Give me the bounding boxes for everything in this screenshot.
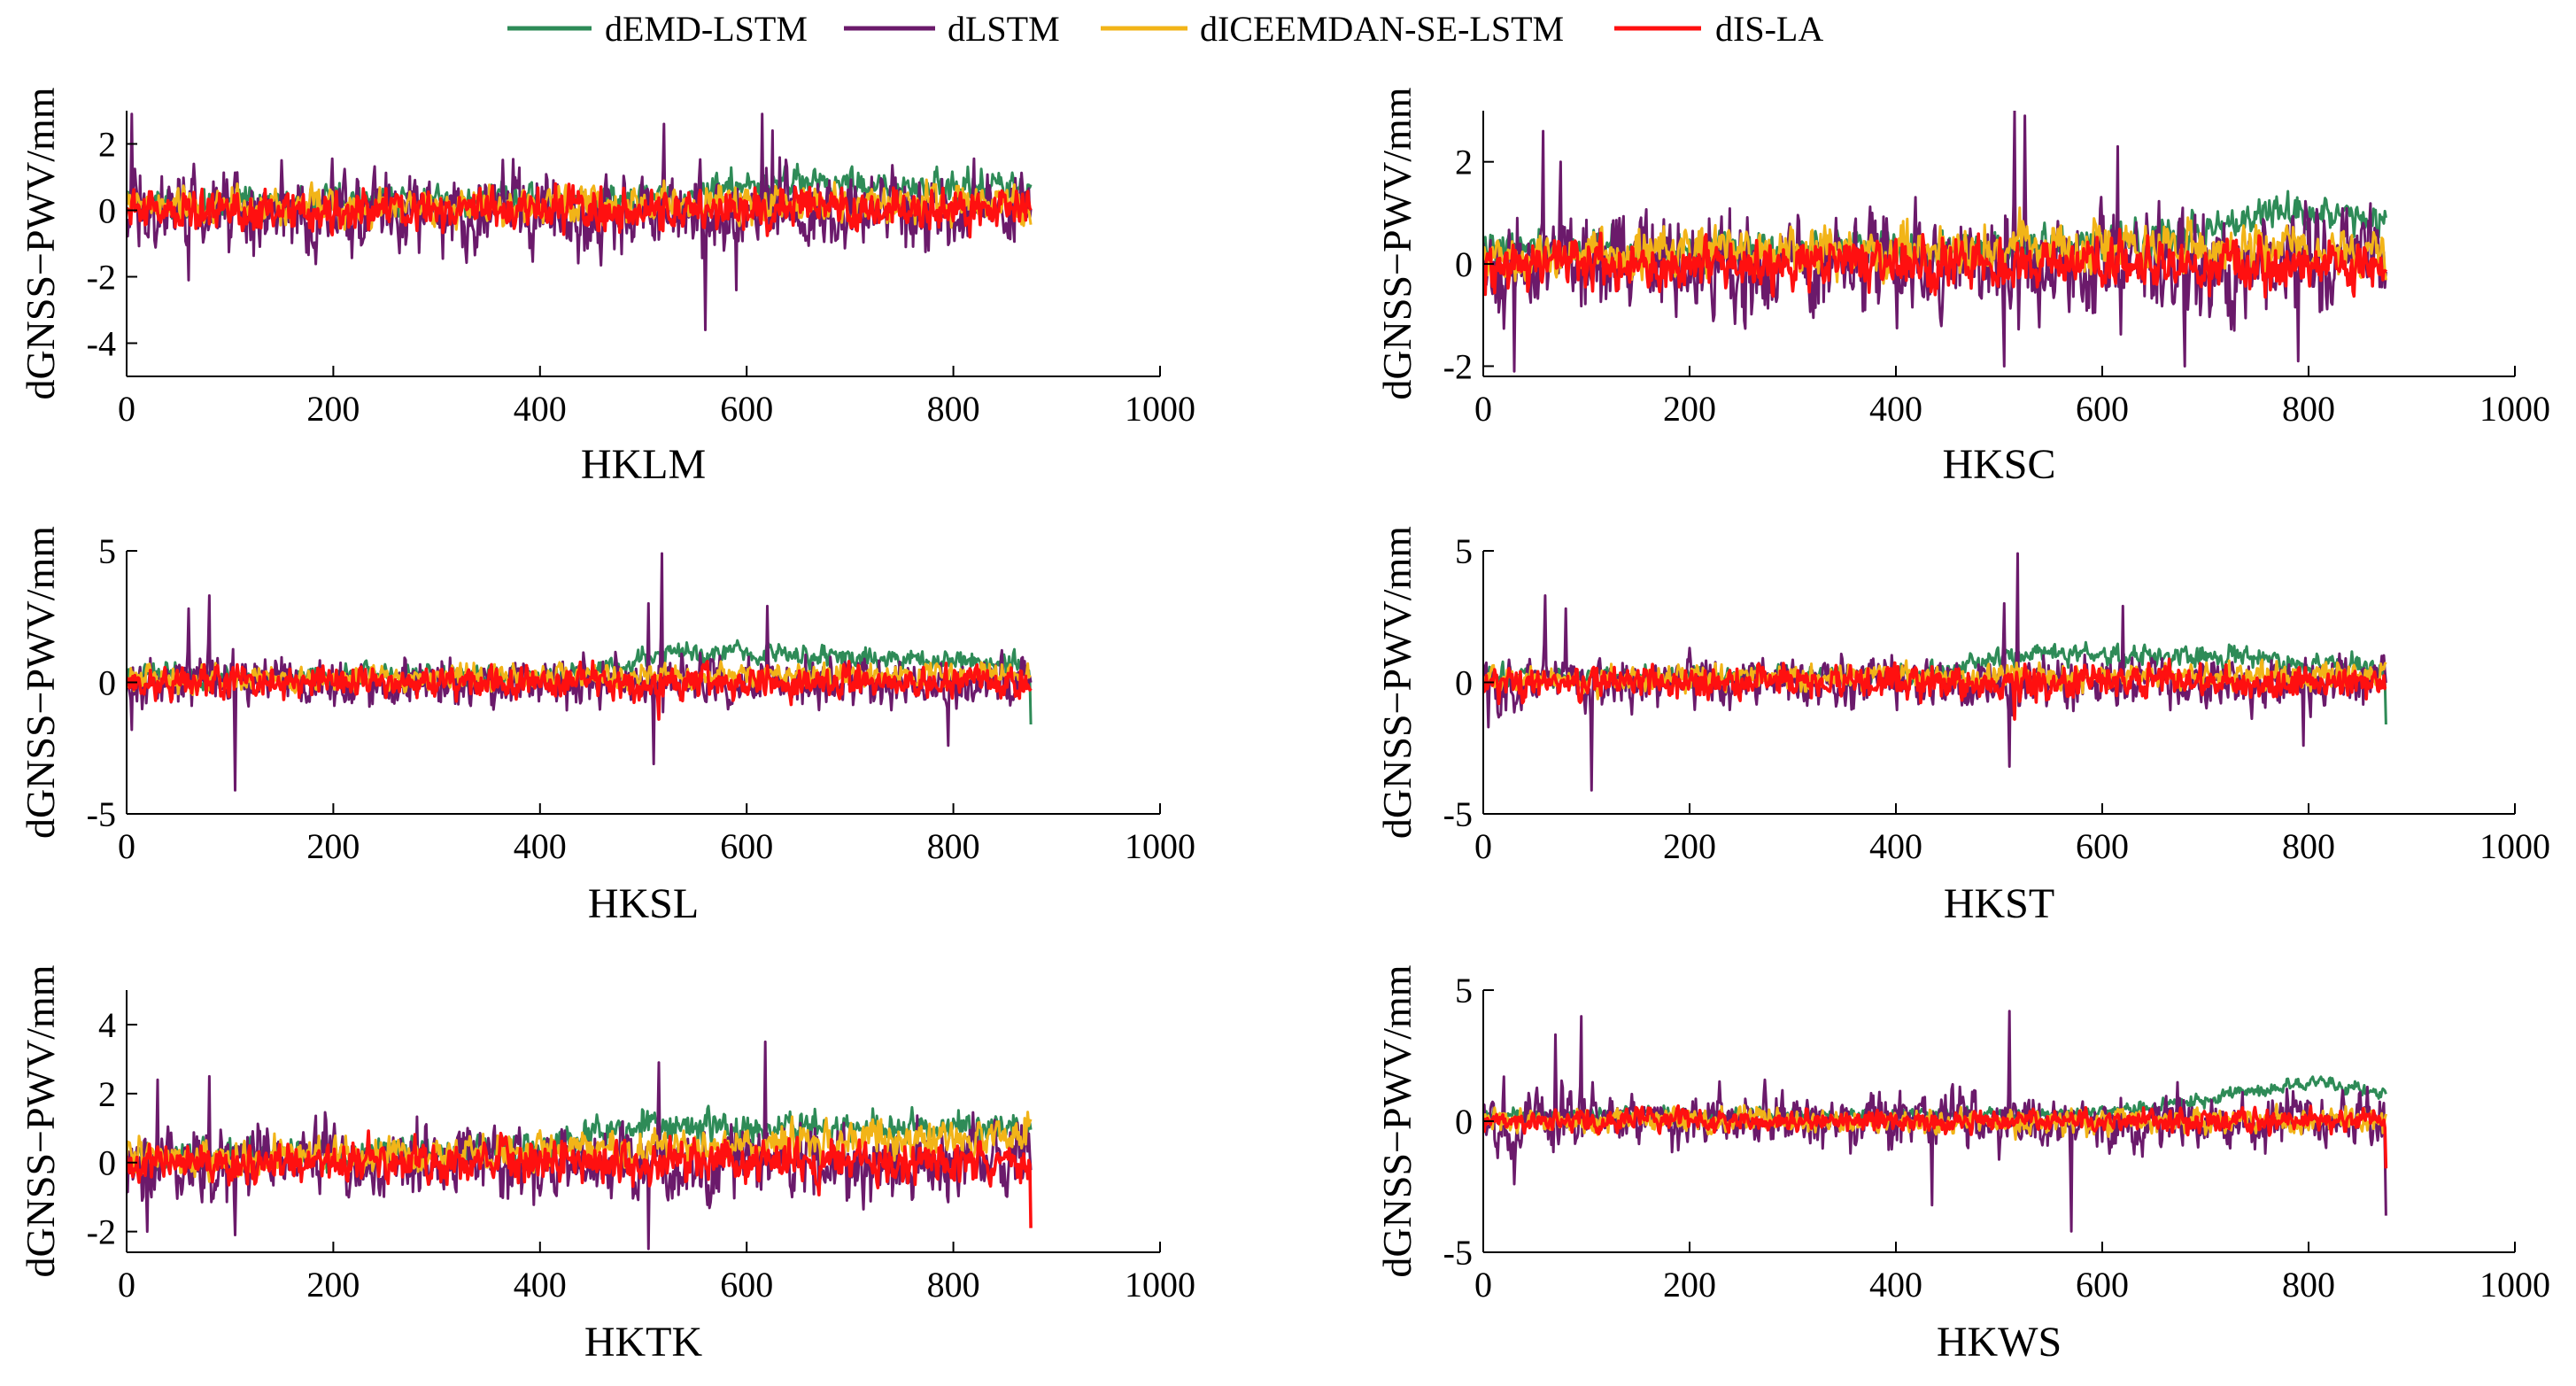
panels: 0 200 400 600 800 1000-4-202dGNSS−PWV/mmHKLM0…	[18, 87, 2550, 1366]
y-tick-label: 4	[98, 1005, 116, 1045]
plot-area-hklm	[127, 112, 1033, 331]
y-tick-label: 0	[98, 663, 116, 703]
legend-item-dis-la: dIS-LA	[1614, 9, 1823, 49]
y-axis-title: dGNSS−PWV/mm	[18, 87, 63, 399]
x-tick-label: 0	[118, 389, 135, 429]
y-tick-label: -2	[87, 258, 116, 298]
y-tick-label: 2	[98, 1074, 116, 1114]
x-tick-label: 1000	[1125, 389, 1195, 429]
y-tick-label: -2	[87, 1212, 116, 1252]
x-tick-label: 600	[2076, 826, 2129, 866]
y-tick-label: 5	[98, 531, 116, 571]
series-line-dis-la	[1483, 1103, 2388, 1169]
legend-item-diceemdan-se-lstm: dICEEMDAN-SE-LSTM	[1101, 9, 1564, 49]
legend-item-demd-lstm: dEMD-LSTM	[507, 9, 808, 49]
y-tick-label: -5	[1443, 1233, 1473, 1273]
legend-label-demd-lstm: dEMD-LSTM	[605, 9, 808, 49]
y-tick-label: -2	[1443, 346, 1473, 386]
x-tick-label: 600	[720, 1265, 773, 1305]
panel-title: HKLM	[581, 441, 706, 488]
x-tick-label: 400	[1869, 826, 1922, 866]
y-axis-title: dGNSS−PWV/mm	[18, 526, 63, 839]
x-tick-label: 200	[1663, 1265, 1716, 1305]
legend-label-dis-la: dIS-LA	[1715, 9, 1823, 49]
x-tick-label: 200	[306, 1265, 360, 1305]
x-tick-label: 0	[118, 1265, 135, 1305]
legend: dEMD-LSTM dLSTM dICEEMDAN-SE-LSTM dIS-LA	[507, 9, 1823, 49]
x-tick-label: 200	[1663, 389, 1716, 429]
y-tick-label: -5	[87, 794, 116, 834]
x-tick-label: 1000	[2479, 1265, 2550, 1305]
x-tick-label: 0	[1474, 826, 1492, 866]
x-tick-label: 1000	[2479, 389, 2550, 429]
y-tick-label: 0	[98, 191, 116, 231]
series-line-dis-la	[127, 659, 1033, 721]
x-tick-label: 600	[2076, 1265, 2129, 1305]
y-tick-label: 2	[98, 125, 116, 165]
panel-hklm: 0 200 400 600 800 1000 -4 -2 0 2 dGNSS−PWV/mm HKLM	[18, 87, 1195, 488]
y-tick-label: 5	[1455, 971, 1473, 1010]
series-line-dis-la	[127, 182, 1033, 239]
y-axis-title: dGNSS−PWV/mm	[1374, 87, 1420, 399]
legend-item-dlstm: dLSTM	[844, 9, 1060, 49]
panel-title: HKST	[1944, 880, 2054, 927]
y-tick-label: 0	[1455, 1102, 1473, 1142]
plot-area-hkws	[1483, 1010, 2388, 1233]
panel-title: HKSC	[1942, 441, 2055, 488]
x-tick-label: 400	[514, 826, 567, 866]
x-tick-label: 0	[1474, 1265, 1492, 1305]
x-tick-label: 800	[2282, 826, 2335, 866]
x-tick-label: 1000	[1125, 826, 1195, 866]
y-tick-label: 0	[1455, 244, 1473, 284]
plot-area-hktk	[127, 1040, 1033, 1250]
y-tick-label: 0	[98, 1143, 116, 1183]
x-tick-label: 400	[514, 389, 567, 429]
x-tick-label: 800	[927, 1265, 980, 1305]
x-tick-label: 800	[2282, 389, 2335, 429]
x-tick-label: 600	[720, 389, 773, 429]
x-tick-label: 200	[1663, 826, 1716, 866]
y-tick-label: 5	[1455, 531, 1473, 571]
panel-title: HKSL	[588, 880, 699, 927]
y-tick-label: 2	[1455, 143, 1473, 182]
legend-label-dlstm: dLSTM	[948, 9, 1060, 49]
plot-area-hkst	[1483, 552, 2387, 792]
x-tick-label: 0	[1474, 389, 1492, 429]
x-tick-label: 1000	[2479, 826, 2550, 866]
panel-title: HKWS	[1937, 1319, 2062, 1366]
series-line-dis-la	[1483, 657, 2387, 721]
x-tick-label: 400	[1869, 1265, 1922, 1305]
series-line-dis-la	[1483, 228, 2388, 299]
x-tick-label: 200	[306, 826, 360, 866]
y-axis-title: dGNSS−PWV/mm	[1374, 526, 1420, 839]
y-tick-label: -4	[87, 324, 116, 364]
plot-area-hksl	[127, 552, 1033, 792]
y-axis-title: dGNSS−PWV/mm	[18, 964, 63, 1277]
x-tick-label: 400	[514, 1265, 567, 1305]
series-line-dis-la	[127, 1129, 1033, 1228]
x-tick-label: 600	[720, 826, 773, 866]
x-tick-label: 800	[927, 389, 980, 429]
plot-area-hksc	[1483, 111, 2388, 373]
y-tick-label: -5	[1443, 794, 1473, 834]
legend-label-diceemdan-se-lstm: dICEEMDAN-SE-LSTM	[1200, 9, 1564, 49]
y-axis-title: dGNSS−PWV/mm	[1374, 964, 1420, 1277]
y-tick-label: 0	[1455, 663, 1473, 703]
x-tick-label: 800	[2282, 1265, 2335, 1305]
series-line-diceemdan-se-lstm	[127, 1111, 1033, 1183]
x-tick-label: 1000	[1125, 1265, 1195, 1305]
panel-title: HKTK	[584, 1319, 703, 1366]
x-tick-label: 200	[306, 389, 360, 429]
x-tick-label: 800	[927, 826, 980, 866]
x-tick-label: 600	[2076, 389, 2129, 429]
x-tick-label: 400	[1869, 389, 1922, 429]
x-tick-label: 0	[118, 826, 135, 866]
